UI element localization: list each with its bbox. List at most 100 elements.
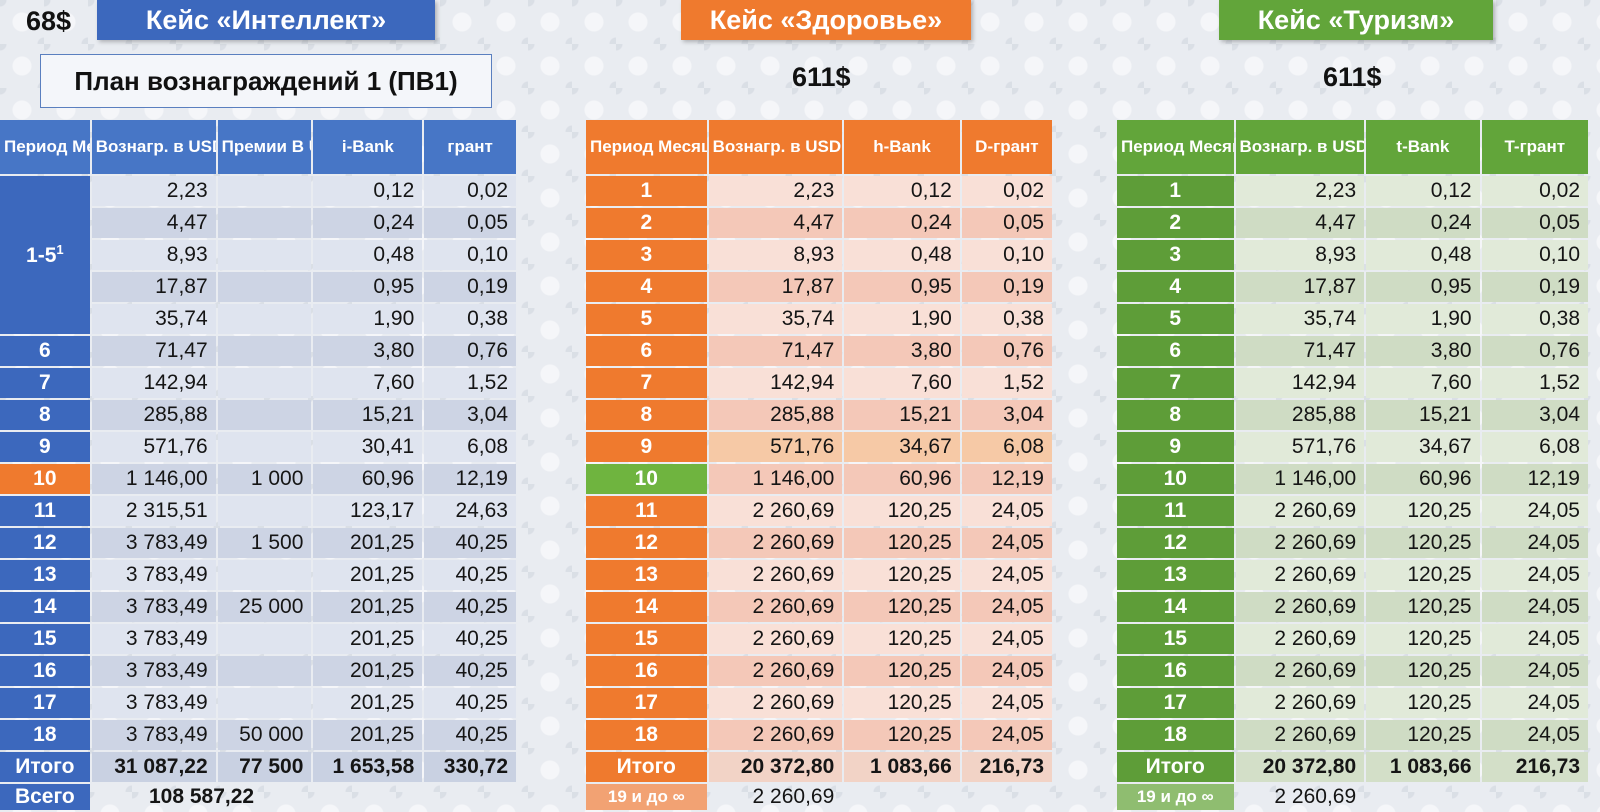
reward-cell: 2 260,69 — [708, 592, 843, 622]
grant-cell: 0,02 — [1481, 176, 1588, 206]
grant-cell: 6,08 — [1481, 432, 1588, 462]
grand-total-row: Всего 108 587,22 — [0, 784, 516, 810]
health-price: 611$ — [792, 62, 851, 92]
case-intellect-banner: Кейс «Интеллект» — [97, 0, 435, 40]
table-row: 13 3 783,49 201,25 40,25 — [0, 560, 516, 590]
grant-cell: 24,05 — [1481, 560, 1588, 590]
bank-cell: 0,48 — [313, 240, 423, 270]
grant-cell: 0,05 — [961, 208, 1052, 238]
bank-cell: 3,80 — [1366, 336, 1480, 366]
table-row: 11 2 315,51 123,17 24,63 — [0, 496, 516, 526]
period-cell: 10 — [0, 464, 90, 494]
reward-cell: 285,88 — [708, 400, 843, 430]
period-cell: 16 — [1117, 656, 1234, 686]
total-bonus: 77 500 — [217, 752, 312, 782]
reward-cell: 2 260,69 — [1235, 592, 1365, 622]
grant-cell: 0,10 — [1481, 240, 1588, 270]
table-row: 6 71,47 3,80 0,76 — [0, 336, 516, 366]
reward-cell: 71,47 — [708, 336, 843, 366]
reward-cell: 2 260,69 — [708, 560, 843, 590]
bonus-cell — [217, 560, 312, 590]
table-row: 7 142,94 7,60 1,52 — [1117, 368, 1588, 398]
period-cell: 9 — [1117, 432, 1234, 462]
header-grant: T-грант — [1481, 120, 1588, 174]
grand-total-value: 108 587,22 — [149, 785, 255, 808]
grant-cell: 0,38 — [1481, 304, 1588, 334]
table-row: 1-51 2,23 0,12 0,02 — [0, 176, 516, 334]
period-cell: 9 — [0, 432, 90, 462]
period-cell: 7 — [586, 368, 707, 398]
grant-cell: 24,05 — [1481, 592, 1588, 622]
grant-cell: 0,05 — [1481, 208, 1588, 238]
table-row: 12 2 260,69 120,25 24,05 — [586, 528, 1052, 558]
period-cell: 16 — [586, 656, 707, 686]
period-cell: 14 — [1117, 592, 1234, 622]
grant-cell: 24,05 — [961, 720, 1052, 750]
bank-cell: 1,90 — [844, 304, 960, 334]
table-row: 17 3 783,49 201,25 40,25 — [0, 688, 516, 718]
bank-cell: 120,25 — [1366, 560, 1480, 590]
table-row: 16 3 783,49 201,25 40,25 — [0, 656, 516, 686]
header-reward: Вознагр. в USD — [91, 120, 216, 174]
table-row: 35,74 1,90 0,38 — [0, 304, 516, 334]
table-row: 9 571,76 34,67 6,08 — [1117, 432, 1588, 462]
tourism-price: 611$ — [1323, 62, 1382, 92]
table-row: 15 2 260,69 120,25 24,05 — [1117, 624, 1588, 654]
period-cell: 3 — [1117, 240, 1234, 270]
period-cell: 18 — [0, 720, 90, 750]
period-cell: 15 — [586, 624, 707, 654]
bonus-cell — [217, 208, 312, 238]
grant-cell: 0,38 — [961, 304, 1052, 334]
intellect-header-row: Период Месяц Вознагр. в USD Премии В USD… — [0, 120, 516, 174]
grant-cell: 24,05 — [1481, 720, 1588, 750]
table-row: 15 3 783,49 201,25 40,25 — [0, 624, 516, 654]
bank-cell: 120,25 — [844, 560, 960, 590]
table-row: 9 571,76 30,41 6,08 — [0, 432, 516, 462]
period-cell: 17 — [0, 688, 90, 718]
total-bank: 1 653,58 — [313, 752, 423, 782]
grant-cell: 24,05 — [1481, 688, 1588, 718]
bank-cell: 60,96 — [1366, 464, 1480, 494]
period-cell: 1 — [1117, 176, 1234, 206]
grant-cell: 24,05 — [961, 656, 1052, 686]
period-cell: 12 — [0, 528, 90, 558]
reward-cell: 3 783,49 — [91, 624, 216, 654]
bonus-cell: 25 000 — [217, 592, 312, 622]
grant-cell: 6,08 — [961, 432, 1052, 462]
bank-cell: 0,24 — [1366, 208, 1480, 238]
reward-cell: 4,47 — [708, 208, 843, 238]
period-cell: 18 — [1117, 720, 1234, 750]
total-row: Итого 20 372,80 1 083,66 216,73 — [1117, 752, 1588, 782]
grant-cell: 24,05 — [961, 528, 1052, 558]
intellect-table: Период Месяц Вознагр. в USD Премии В USD… — [0, 118, 518, 812]
table-row: 15 2 260,69 120,25 24,05 — [586, 624, 1052, 654]
bank-cell: 0,24 — [313, 208, 423, 238]
reward-cell: 8,93 — [91, 240, 216, 270]
period-cell: 5 — [1117, 304, 1234, 334]
period-cell: 9 — [586, 432, 707, 462]
grant-cell: 3,04 — [1481, 400, 1588, 430]
reward-cell: 3 783,49 — [91, 560, 216, 590]
period-cell: 12 — [586, 528, 707, 558]
grant-cell: 24,05 — [961, 688, 1052, 718]
reward-cell: 285,88 — [91, 400, 216, 430]
period-cell: 17 — [586, 688, 707, 718]
bank-cell: 201,25 — [313, 688, 423, 718]
continuation-label: 19 и до ∞ — [1117, 784, 1234, 810]
bank-cell: 0,12 — [844, 176, 960, 206]
grant-cell: 6,08 — [424, 432, 516, 462]
bonus-cell — [217, 272, 312, 302]
plan-title: План вознаграждений 1 (ПВ1) — [40, 54, 492, 108]
bonus-cell — [217, 176, 312, 206]
merged-period-cell: 1-51 — [0, 176, 90, 334]
table-row: 8 285,88 15,21 3,04 — [586, 400, 1052, 430]
reward-cell: 1 146,00 — [1235, 464, 1365, 494]
bank-cell: 120,25 — [844, 496, 960, 526]
table-row: 14 2 260,69 120,25 24,05 — [1117, 592, 1588, 622]
reward-cell: 17,87 — [708, 272, 843, 302]
bank-cell: 120,25 — [1366, 496, 1480, 526]
table-row: 7 142,94 7,60 1,52 — [0, 368, 516, 398]
table-row: 2 4,47 0,24 0,05 — [1117, 208, 1588, 238]
table-row: 11 2 260,69 120,25 24,05 — [586, 496, 1052, 526]
grant-cell: 0,02 — [961, 176, 1052, 206]
